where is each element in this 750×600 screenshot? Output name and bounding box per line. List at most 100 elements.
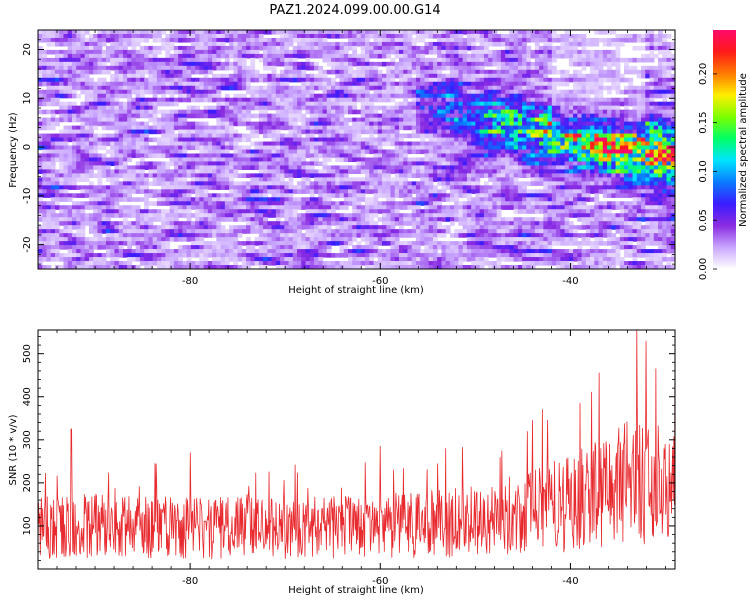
heatmap-cell (288, 165, 294, 171)
heatmap-cell (241, 45, 247, 51)
heatmap-cell (496, 73, 502, 79)
heatmap-cell (632, 121, 638, 127)
heatmap-cell (207, 49, 213, 55)
heatmap-cell (339, 105, 345, 111)
heatmap-cell (505, 125, 510, 131)
heatmap-cell (318, 113, 324, 119)
heatmap-cell (318, 49, 324, 55)
heatmap-cell (288, 89, 294, 95)
heatmap-cell (220, 41, 226, 47)
heatmap-cell (517, 109, 523, 115)
heatmap-cell (590, 137, 595, 143)
heatmap-cell (322, 73, 328, 79)
heatmap-cell (220, 125, 226, 131)
heatmap-cell (483, 37, 489, 43)
heatmap-cell (539, 37, 544, 43)
heatmap-cell (636, 121, 642, 127)
heatmap-cell (483, 30, 489, 35)
heatmap-cell (449, 37, 455, 43)
heatmap-cell (415, 89, 421, 95)
heatmap-cell (165, 121, 171, 127)
heatmap-cell (203, 113, 209, 119)
heatmap-cell (190, 173, 196, 178)
heatmap-cell (437, 81, 443, 87)
heatmap-cell (424, 73, 430, 79)
heatmap-cell (301, 49, 307, 55)
heatmap-cell (271, 145, 277, 151)
heatmap-cell (297, 129, 302, 135)
heatmap-cell (403, 77, 409, 83)
heatmap-cell (356, 153, 362, 159)
heatmap-cell (114, 61, 120, 67)
heatmap-cell (343, 30, 349, 35)
heatmap-cell (127, 81, 133, 87)
heatmap-cell (577, 57, 583, 63)
heatmap-cell (46, 153, 52, 159)
heatmap-cell (445, 105, 451, 111)
heatmap-cell (152, 97, 158, 103)
heatmap-cell (624, 165, 629, 171)
heatmap-cell (636, 97, 642, 103)
heatmap-cell (314, 81, 319, 87)
heatmap-cell (492, 30, 498, 35)
heatmap-cell (415, 53, 421, 59)
heatmap-cell (237, 61, 243, 67)
heatmap-cell (84, 30, 90, 35)
heatmap-cell (564, 105, 570, 111)
heatmap-cell (551, 117, 557, 123)
heatmap-cell (666, 137, 672, 143)
heatmap-cell (539, 121, 544, 127)
heatmap-cell (517, 113, 523, 119)
heatmap-cell (42, 77, 48, 83)
heatmap-cell (148, 65, 154, 71)
heatmap-cell (479, 125, 485, 131)
heatmap-cell (628, 37, 634, 43)
heatmap-cell (182, 33, 188, 39)
heatmap-cell (590, 129, 595, 135)
heatmap-cell (568, 149, 574, 155)
heatmap-cell (152, 121, 158, 127)
heatmap-cell (522, 77, 527, 83)
heatmap-cell (105, 137, 111, 143)
heatmap-cell (254, 93, 260, 99)
heatmap-cell (352, 37, 358, 43)
heatmap-cell (301, 30, 307, 35)
heatmap-cell (607, 121, 612, 127)
heatmap-cell (46, 141, 52, 147)
heatmap-cell (522, 85, 527, 91)
heatmap-cell (619, 57, 625, 63)
heatmap-cell (122, 89, 128, 95)
heatmap-cell (178, 133, 183, 139)
heatmap-cell (424, 165, 430, 171)
heatmap-cell (407, 157, 413, 163)
heatmap-cell (551, 85, 557, 91)
heatmap-cell (182, 169, 188, 174)
heatmap-cell (492, 33, 498, 39)
heatmap-cell (611, 57, 617, 63)
heatmap-cell (645, 121, 651, 127)
heatmap-cell (237, 93, 243, 99)
heatmap-cell (454, 37, 460, 43)
heatmap-cell (59, 117, 65, 123)
heatmap-cell (288, 117, 294, 123)
heatmap-cell (280, 30, 285, 35)
heatmap-cell (335, 129, 341, 135)
heatmap-cell (522, 109, 527, 115)
heatmap-cell (309, 145, 315, 151)
heatmap-cell (161, 73, 166, 79)
heatmap-cell (509, 61, 515, 67)
heatmap-cell (403, 57, 409, 63)
heatmap-cell (178, 117, 183, 123)
heatmap-cell (335, 49, 341, 55)
heatmap-cell (182, 141, 188, 147)
heatmap-cell (335, 141, 341, 147)
heatmap-cell (590, 61, 595, 67)
heatmap-cell (199, 121, 205, 127)
heatmap-cell (105, 30, 111, 35)
heatmap-cell (135, 77, 141, 83)
heatmap-cell (297, 65, 302, 71)
heatmap-cell (568, 53, 574, 59)
heatmap-cell (479, 97, 485, 103)
heatmap-cell (551, 105, 557, 111)
heatmap-cell (207, 105, 213, 111)
